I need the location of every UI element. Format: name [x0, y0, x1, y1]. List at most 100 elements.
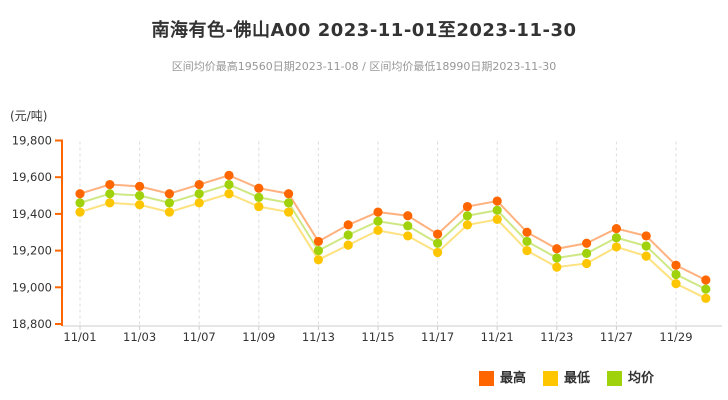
data-point-high-11/17[interactable]	[433, 229, 443, 239]
x-axis-label: 11/23	[540, 330, 573, 344]
legend-label-avg: 均价	[628, 371, 655, 386]
data-point-low-11/20[interactable]	[462, 220, 472, 230]
data-point-avg-11/09[interactable]	[254, 192, 264, 202]
data-point-high-11/07[interactable]	[194, 179, 204, 190]
data-point-low-11/21[interactable]	[492, 214, 502, 225]
x-axis-label: 11/15	[361, 330, 394, 344]
data-point-low-11/13[interactable]	[313, 255, 323, 265]
data-point-low-11/14[interactable]	[343, 240, 353, 250]
x-axis-label: 11/03	[123, 330, 156, 344]
data-point-avg-11/01[interactable]	[75, 198, 85, 208]
y-axis-label: 19,000	[12, 280, 52, 294]
data-point-high-11/22[interactable]	[522, 227, 532, 237]
legend-item-low[interactable]: 最低	[543, 371, 590, 386]
y-axis-label: 19,800	[12, 134, 52, 148]
data-point-low-11/22[interactable]	[522, 246, 532, 256]
data-point-high-11/06[interactable]	[164, 189, 174, 199]
chart-legend: 最高 最低 均价	[479, 371, 671, 386]
x-axis-label: 11/01	[63, 330, 96, 344]
data-point-avg-11/13[interactable]	[313, 246, 323, 256]
data-point-avg-11/10[interactable]	[284, 198, 294, 208]
data-point-low-11/29[interactable]	[671, 279, 681, 289]
data-point-low-11/07[interactable]	[194, 198, 204, 208]
legend-swatch-low	[543, 371, 559, 386]
data-point-avg-11/08[interactable]	[224, 179, 234, 190]
data-point-high-11/23[interactable]	[552, 244, 562, 254]
y-axis-label: 19,400	[12, 207, 52, 221]
data-point-avg-11/03[interactable]	[135, 190, 145, 201]
data-point-high-11/10[interactable]	[284, 189, 294, 199]
data-point-low-11/16[interactable]	[403, 231, 413, 241]
data-point-high-11/16[interactable]	[403, 211, 413, 221]
series-line-avg	[79, 183, 707, 291]
data-point-high-11/24[interactable]	[582, 238, 592, 248]
data-point-low-11/02[interactable]	[105, 198, 115, 208]
x-axis-label: 11/21	[481, 330, 514, 344]
data-point-avg-11/14[interactable]	[343, 230, 353, 240]
data-point-low-11/01[interactable]	[75, 207, 85, 217]
chart-subtitle: 区间均价最高19560日期2023-11-08 / 区间均价最低18990日期2…	[171, 60, 557, 73]
data-point-avg-11/02[interactable]	[105, 189, 115, 199]
x-axis-label: 11/29	[659, 330, 692, 344]
data-point-high-11/21[interactable]	[492, 196, 502, 206]
data-point-avg-11/16[interactable]	[403, 221, 413, 231]
data-point-high-11/08[interactable]	[224, 170, 234, 180]
legend-label-low: 最低	[564, 371, 591, 386]
legend-swatch-high	[479, 371, 494, 386]
data-point-avg-11/20[interactable]	[462, 211, 472, 221]
legend-label-high: 最高	[500, 371, 527, 386]
y-axis-label: 19,600	[12, 170, 52, 184]
data-point-low-11/17[interactable]	[433, 247, 443, 258]
data-point-low-11/23[interactable]	[552, 262, 562, 272]
x-axis-label: 11/13	[302, 330, 335, 344]
data-point-low-11/27[interactable]	[611, 242, 622, 252]
x-axis-label: 11/27	[600, 330, 633, 344]
legend-swatch-avg	[607, 371, 623, 386]
data-point-high-11/30[interactable]	[701, 275, 711, 285]
data-point-high-11/20[interactable]	[462, 201, 472, 212]
data-point-low-11/10[interactable]	[284, 207, 294, 217]
data-point-avg-11/27[interactable]	[611, 233, 622, 243]
data-point-low-11/06[interactable]	[164, 207, 174, 217]
data-point-low-11/24[interactable]	[582, 258, 592, 269]
series-line-low	[79, 192, 707, 300]
data-point-high-11/09[interactable]	[254, 183, 264, 193]
data-point-avg-11/23[interactable]	[552, 253, 562, 263]
data-point-low-11/30[interactable]	[701, 293, 711, 303]
data-point-high-11/14[interactable]	[343, 220, 353, 230]
data-point-avg-11/15[interactable]	[373, 216, 383, 226]
data-point-low-11/09[interactable]	[254, 201, 264, 212]
data-point-high-11/03[interactable]	[135, 181, 145, 191]
data-point-avg-11/06[interactable]	[164, 198, 174, 208]
data-point-avg-11/29[interactable]	[671, 269, 681, 280]
data-point-low-11/15[interactable]	[373, 225, 383, 236]
data-point-avg-11/22[interactable]	[522, 236, 532, 247]
y-axis-label: 18,800	[12, 317, 52, 331]
data-point-low-11/28[interactable]	[641, 251, 651, 261]
y-axis-label: 19,200	[12, 244, 52, 258]
x-axis-label: 11/17	[421, 330, 454, 344]
data-point-high-11/02[interactable]	[105, 179, 115, 190]
data-point-high-11/27[interactable]	[611, 223, 622, 234]
data-point-high-11/29[interactable]	[671, 260, 681, 270]
data-point-avg-11/24[interactable]	[582, 248, 592, 258]
data-point-high-11/13[interactable]	[313, 236, 323, 247]
data-point-avg-11/17[interactable]	[433, 238, 443, 248]
data-point-low-11/08[interactable]	[224, 189, 234, 199]
data-point-high-11/15[interactable]	[373, 207, 383, 217]
legend-item-avg[interactable]: 均价	[607, 371, 654, 386]
data-point-avg-11/28[interactable]	[641, 241, 651, 251]
data-point-avg-11/30[interactable]	[701, 284, 711, 294]
y-axis-unit-label: (元/吨)	[10, 109, 48, 123]
data-point-avg-11/07[interactable]	[194, 189, 204, 199]
legend-item-high[interactable]: 最高	[479, 371, 526, 386]
data-point-high-11/28[interactable]	[641, 231, 651, 241]
series-line-high	[79, 174, 707, 281]
chart-title: 南海有色-佛山A00 2023-11-01至2023-11-30	[151, 20, 577, 41]
x-axis-label: 11/07	[183, 330, 216, 344]
data-point-avg-11/21[interactable]	[492, 205, 502, 215]
data-point-high-11/01[interactable]	[75, 189, 85, 199]
data-point-low-11/03[interactable]	[135, 200, 145, 210]
